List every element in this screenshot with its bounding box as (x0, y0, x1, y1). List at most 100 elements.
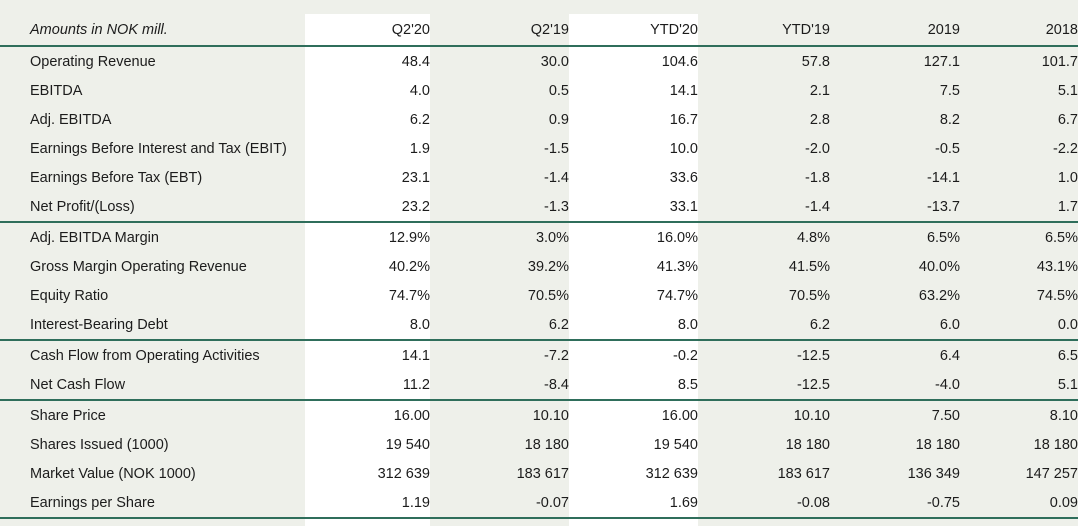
table-cell: 6.5% (960, 221, 1078, 252)
table-cell: 0.0 (1057, 316, 1078, 333)
table-row: Gross Margin Operating Revenue 40.2% 39.2%… (0, 252, 1078, 281)
table-cell: 39.2% (527, 258, 569, 275)
table-cell: 7.50 (830, 399, 960, 430)
table-cell: 1.69 (569, 488, 698, 519)
row-label: Gross Margin Operating Revenue (30, 258, 247, 275)
table-cell: -0.2 (569, 339, 698, 370)
table-cell: 41.3% (656, 258, 698, 275)
table-cell: 6.7 (1057, 111, 1078, 128)
table-row: Adj. EBITDA 6.2 0.9 16.7 2.8 8.2 6.7 (0, 105, 1078, 134)
row-label: Market Value (NOK 1000) (30, 465, 196, 482)
row-label: Operating Revenue (30, 53, 156, 70)
table-cell: 8.0 (409, 316, 430, 333)
table-row: Operating Revenue 48.4 30.0 104.6 57.8 127.1 1… (0, 46, 1078, 76)
table-cell: 33.1 (669, 198, 698, 215)
table-cell: 18 180 (524, 436, 569, 453)
row-label: Earnings Before Tax (EBT) (30, 169, 203, 186)
table-cell: 1.9 (409, 140, 430, 157)
table-cell: -7.2 (430, 339, 569, 370)
table-cell: 16.00 (569, 399, 698, 430)
table-cell: 8.0 (677, 316, 698, 333)
table-cell: -0.08 (698, 488, 830, 519)
table-cell: 16.0% (569, 221, 698, 252)
table-cell: 104.6 (661, 53, 698, 70)
table-cell: 312 639 (377, 465, 430, 482)
table-cell: 63.2% (918, 287, 960, 304)
table-cell: 2.8 (809, 111, 830, 128)
table-cell: 6.5 (960, 339, 1078, 370)
table-cell: 136 349 (907, 465, 960, 482)
table-cell: -0.07 (430, 488, 569, 519)
table-cell: 16.00 (305, 399, 430, 430)
table-cell: 4.0 (409, 82, 430, 99)
table-cell: 147 257 (1025, 465, 1078, 482)
table-cell: 33.6 (669, 169, 698, 186)
table-row: Shares Issued (1000) 19 540 18 180 19 540 18… (0, 430, 1078, 459)
table-cell: 48.4 (401, 53, 430, 70)
table-cell: 40.2% (388, 258, 430, 275)
table-cell: 41.5% (788, 258, 830, 275)
row-label: Earnings Before Interest and Tax (EBIT) (30, 140, 287, 157)
table-cell: 6.0 (939, 316, 960, 333)
table-cell: 19 540 (385, 436, 430, 453)
table-cell: -13.7 (926, 198, 960, 215)
table-cell: 18 180 (915, 436, 960, 453)
table-cell: -2.0 (805, 140, 830, 157)
table-cell: -2.2 (1053, 140, 1078, 157)
table-cell: 7.5 (939, 82, 960, 99)
table-cell: -1.4 (544, 169, 569, 186)
table-cell: 74.7% (656, 287, 698, 304)
column-header: Q2'20 (391, 21, 430, 38)
table-cell: 3.0% (430, 221, 569, 252)
table-cell: 8.5 (677, 376, 698, 393)
table-cell: 1.19 (305, 488, 430, 519)
table-cell: 23.2 (401, 198, 430, 215)
row-label: Net Cash Flow (30, 376, 126, 393)
table-cell: 16.7 (669, 111, 698, 128)
table-cell: 18 180 (1033, 436, 1078, 453)
table-cell: 6.2 (409, 111, 430, 128)
table-row: Equity Ratio 74.7% 70.5% 74.7% 70.5% 63.2% 74.… (0, 281, 1078, 310)
table-cell: 8.10 (960, 399, 1078, 430)
table-cell: 11.2 (402, 376, 430, 393)
table-cell: 23.1 (401, 169, 430, 186)
table-row: EBITDA 4.0 0.5 14.1 2.1 7.5 5.1 (0, 76, 1078, 105)
table-cell: 8.2 (939, 111, 960, 128)
table-cell: 10.10 (430, 399, 569, 430)
table-cell: -0.5 (935, 140, 960, 157)
highlight-column-ytd20 (569, 14, 698, 526)
table-row: Net Profit/(Loss) 23.2 -1.3 33.1 -1.4 -13.7 1.… (0, 192, 1078, 222)
row-label: Cash Flow from Operating Activities (0, 339, 305, 370)
table-cell: 14.1 (669, 82, 698, 99)
table-cell: -1.4 (805, 198, 830, 215)
table-cell: 6.2 (548, 316, 569, 333)
column-header: Q2'19 (530, 21, 569, 38)
table-row: Cash Flow from Operating Activities 14.1-… (0, 339, 1078, 370)
table-cell: 101.7 (1041, 53, 1078, 70)
table-row: Earnings per Share 1.19 -0.07 1.69 -0.08 -0.7… (0, 488, 1078, 519)
table-cell: 57.8 (801, 53, 830, 70)
row-label: Earnings per Share (0, 488, 305, 519)
table-cell: -1.3 (544, 198, 569, 215)
column-header: 2019 (927, 21, 960, 38)
table-cell: 14.1 (305, 339, 430, 370)
table-cell: 0.9 (548, 111, 569, 128)
table-cell: 10.10 (698, 399, 830, 430)
highlight-column-q220 (305, 14, 430, 526)
row-label: Shares Issued (1000) (30, 436, 169, 453)
table-cell: 183 617 (777, 465, 830, 482)
table-row: Earnings Before Interest and Tax (EBIT) 1… (0, 134, 1078, 163)
table-row: Market Value (NOK 1000) 312 639 183 617 312… (0, 459, 1078, 488)
table-cell: 6.4 (830, 339, 960, 370)
table-row: Share Price 16.00 10.10 16.00 10.10 7.50 8.10 (0, 399, 1078, 430)
row-label: EBITDA (30, 82, 83, 99)
table-cell: 1.0 (1057, 169, 1078, 186)
row-label: Adj. EBITDA (30, 111, 112, 128)
table-cell: -12.5 (796, 376, 830, 393)
table-cell: -14.1 (926, 169, 960, 186)
table-cell: 2.1 (809, 82, 830, 99)
row-label: Adj. EBITDA Margin (0, 221, 305, 252)
row-label: Interest-Bearing Debt (30, 316, 168, 333)
table-cell: 0.5 (548, 82, 569, 99)
